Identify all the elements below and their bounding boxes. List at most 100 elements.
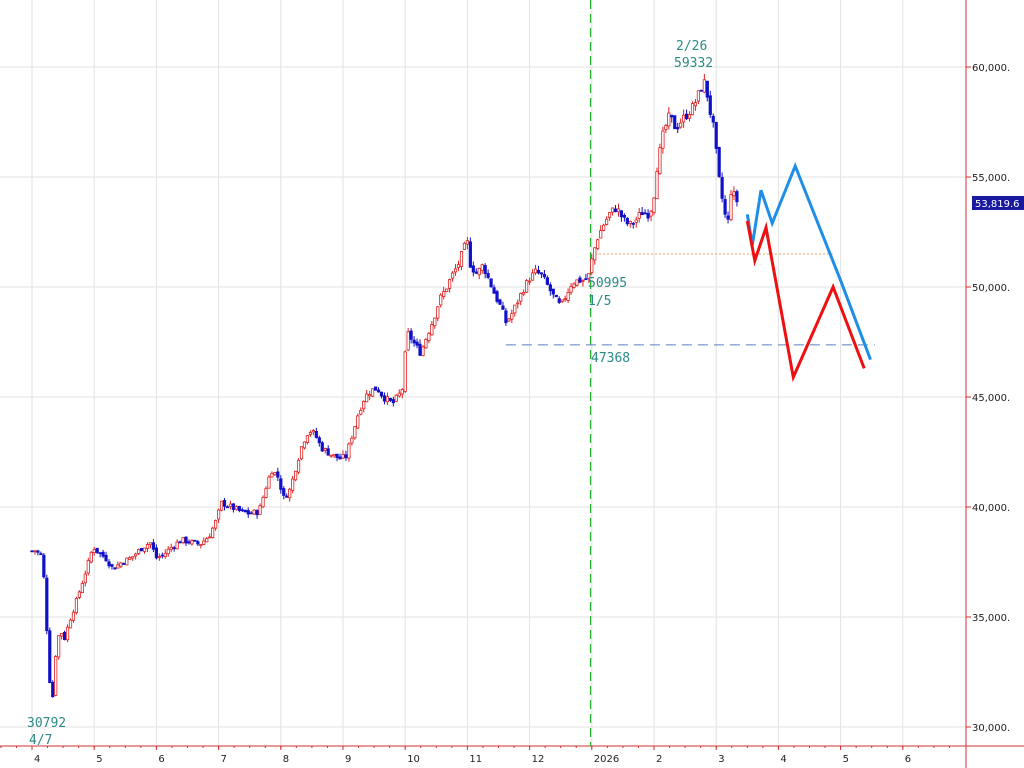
candle-body <box>205 538 209 543</box>
forecast-lines <box>745 161 872 383</box>
candle-body <box>68 619 73 629</box>
current-price-tag: 53,819.6 <box>972 195 1024 210</box>
candle-body <box>279 478 283 490</box>
candle-body <box>584 278 588 281</box>
candle-body <box>175 541 179 550</box>
candle-body <box>166 548 170 554</box>
candle-body <box>57 635 61 658</box>
candle-body <box>273 472 277 476</box>
candle-body <box>388 397 392 401</box>
candle-body <box>62 631 67 640</box>
candle-body <box>525 280 529 293</box>
x-tick-label: 6 <box>158 754 164 765</box>
candle-body <box>382 395 387 402</box>
candle-body <box>480 264 484 271</box>
candle-body <box>145 544 150 549</box>
candle-body <box>347 443 351 459</box>
candle-body <box>563 298 567 301</box>
candle-body <box>616 208 621 213</box>
candle-body <box>439 294 443 306</box>
candle-body <box>371 388 375 397</box>
candle-body <box>36 550 40 553</box>
candle-body <box>693 102 698 107</box>
candle-body <box>486 273 490 278</box>
candle-body <box>424 338 428 349</box>
x-tick-label: 4 <box>34 754 40 765</box>
candle-body <box>326 448 330 456</box>
candle-body <box>557 298 561 303</box>
annotation-jan-value: 50995 <box>588 276 627 291</box>
x-tick-label: 10 <box>407 754 420 765</box>
annotation-low-date: 4/7 <box>29 733 52 748</box>
candle-body <box>667 112 671 127</box>
candle-body <box>471 265 475 273</box>
y-tick-label: 60,000. <box>972 63 1010 74</box>
candle-body <box>643 212 647 215</box>
candle-body <box>291 478 295 491</box>
candle-body <box>625 217 629 225</box>
candle-body <box>489 278 493 288</box>
candle-body <box>729 194 733 221</box>
candle-body <box>320 442 324 452</box>
candle-body <box>134 553 138 557</box>
candle-body <box>302 441 307 449</box>
candle-body <box>335 453 339 459</box>
candle-body <box>519 293 523 302</box>
x-tick-label: 9 <box>345 754 351 765</box>
x-tick-label: 2026 <box>594 754 619 765</box>
candle-body <box>658 147 662 175</box>
candle-body <box>430 324 434 336</box>
candle-body <box>219 500 224 511</box>
candle-body <box>116 564 120 569</box>
candle-body <box>365 393 369 403</box>
candle-body <box>628 220 632 224</box>
candle-body <box>483 265 487 274</box>
candle-body <box>80 583 84 594</box>
candle-body <box>65 626 70 641</box>
candle-body <box>30 550 34 553</box>
candle-body <box>409 330 413 340</box>
candle-body <box>151 542 156 550</box>
x-tick-label: 3 <box>718 754 724 765</box>
candle-body <box>385 396 390 403</box>
candle-body <box>71 611 76 621</box>
candle-body <box>462 242 467 250</box>
candle-body <box>338 456 342 460</box>
annotation-high-date: 2/26 <box>676 39 707 54</box>
candle-body <box>323 448 327 451</box>
candle-body <box>474 271 478 274</box>
candle-body <box>412 339 416 344</box>
current-price-box <box>972 195 1024 210</box>
candle-body <box>468 241 472 268</box>
candle-body <box>39 553 43 555</box>
candle-body <box>376 389 381 393</box>
candle-body <box>696 90 701 102</box>
candle-body <box>717 147 721 177</box>
candle-body <box>261 497 265 508</box>
candle-body <box>433 317 437 327</box>
candle-body <box>104 554 108 562</box>
candle-body <box>353 426 357 439</box>
x-axis: 4 5 6 7 8 9 10 11 12 2026 2 3 4 5 6 <box>0 745 1024 765</box>
current-price-label: 53,819.6 <box>975 199 1020 210</box>
candle-body <box>350 437 354 444</box>
candle-body <box>631 222 635 225</box>
forecast-line-blue <box>745 161 872 361</box>
candle-body <box>699 89 703 92</box>
candle-body <box>296 459 301 473</box>
candle-body <box>456 264 461 268</box>
candle-body <box>98 552 102 555</box>
candle-body <box>228 503 233 507</box>
candle-body <box>362 401 366 410</box>
candle-body <box>285 495 289 498</box>
candle-body <box>264 488 268 498</box>
candle-body <box>208 536 212 539</box>
candle-body <box>394 394 398 402</box>
candle-body <box>649 210 653 217</box>
candle-body <box>154 547 158 559</box>
candle-body <box>249 512 253 515</box>
candle-body <box>504 310 508 324</box>
candle-body <box>89 551 93 563</box>
candle-body <box>646 213 650 219</box>
candle-body <box>596 239 600 249</box>
